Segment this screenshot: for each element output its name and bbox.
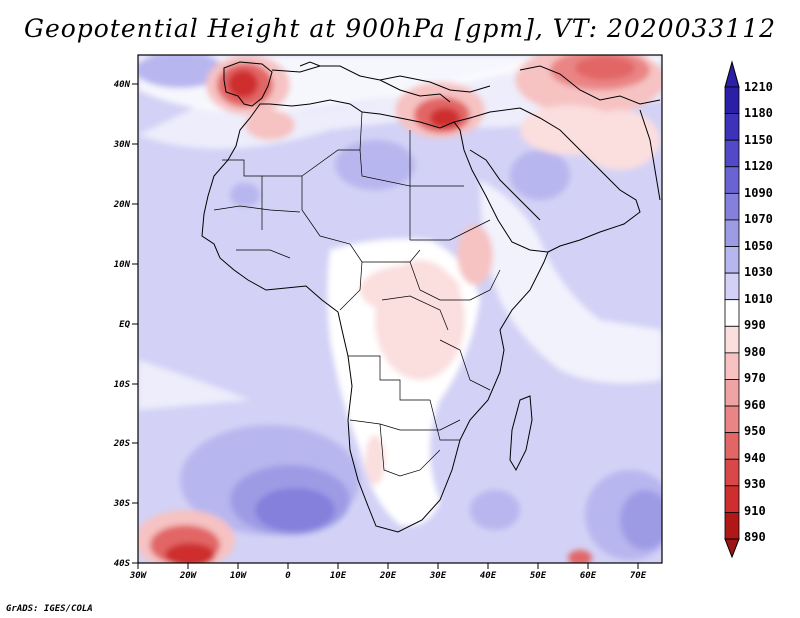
lat-label: 30N [113, 140, 131, 150]
colorbar-label: 930 [744, 477, 766, 491]
colorbar-label: 1010 [744, 292, 773, 306]
lon-label: 10W [230, 571, 248, 581]
colorbar-label: 1070 [744, 212, 773, 226]
map-title: Geopotential Height at 900hPa [gpm], VT:… [23, 14, 777, 43]
latitude-labels: 40N 30N 20N 10N EQ 10S 20S 30S 40S [113, 80, 131, 569]
colorbar-label: 910 [744, 504, 766, 518]
lat-label: 20N [113, 200, 131, 210]
lon-label: 60E [580, 571, 597, 581]
lon-label: 10E [330, 571, 347, 581]
colorbar-label: 960 [744, 398, 766, 412]
colorbar-swatch [724, 379, 740, 407]
colorbar-swatch [724, 352, 740, 380]
colorbar-label: 1180 [744, 106, 773, 120]
colorbar-swatch [724, 325, 740, 354]
colorbar-swatches [724, 86, 740, 540]
colorbar-label: 890 [744, 530, 766, 544]
colorbar-label: 940 [744, 451, 766, 465]
grads-credit: GrADS: IGES/COLA [6, 604, 93, 614]
colorbar-swatch [724, 299, 740, 327]
lon-label: 20E [379, 571, 397, 581]
colorbar-swatch [724, 192, 740, 221]
lat-label: 40S [114, 559, 131, 569]
colorbar-label: 1050 [744, 239, 773, 253]
lon-label: 20W [179, 571, 198, 581]
lon-label: 30E [429, 571, 447, 581]
colorbar-swatch [724, 86, 740, 114]
lon-label: 40E [480, 571, 497, 581]
colorbar-label: 1210 [744, 80, 773, 94]
colorbar-label: 990 [744, 318, 766, 332]
colorbar-swatch [724, 246, 740, 274]
colorbar-swatch [724, 113, 740, 141]
lat-label: EQ [119, 320, 130, 330]
colorbar-top-arrow [724, 60, 740, 88]
lon-label: 0 [285, 571, 291, 581]
map-frame [137, 54, 663, 564]
colorbar-swatch [724, 458, 740, 487]
colorbar-label: 980 [744, 345, 766, 359]
coastlines [201, 61, 661, 533]
colorbar-bottom-arrow [724, 538, 740, 559]
axis-ticks [132, 83, 639, 569]
colorbar-swatch [724, 166, 740, 194]
height-field [138, 55, 662, 563]
lat-label: 10N [114, 260, 131, 270]
colorbar-swatch [724, 485, 740, 513]
colorbar: 1210 1180 1150 1120 1090 1070 1050 1030 … [724, 60, 773, 559]
colorbar-swatch [724, 432, 740, 460]
lat-label: 20S [113, 439, 131, 449]
colorbar-labels: 1210 1180 1150 1120 1090 1070 1050 1030 … [744, 80, 773, 544]
colorbar-label: 970 [744, 371, 766, 385]
colorbar-swatch [724, 512, 740, 540]
lon-label: 50E [530, 571, 547, 581]
colorbar-label: 1090 [744, 186, 773, 200]
lat-label: 10S [114, 380, 131, 390]
lat-label: 40N [114, 80, 131, 90]
colorbar-label: 1120 [744, 159, 773, 173]
colorbar-swatch [724, 219, 740, 247]
colorbar-swatch [724, 405, 740, 434]
lon-label: 30W [129, 571, 148, 581]
longitude-labels: 30W 20W 10W 0 10E 20E 30E 40E 50E 60E 70… [129, 571, 647, 581]
colorbar-swatch [724, 139, 740, 168]
lat-label: 30S [113, 499, 131, 509]
colorbar-label: 1030 [744, 265, 773, 279]
colorbar-swatch [724, 272, 740, 301]
country-borders [213, 111, 501, 477]
lon-label: 70E [630, 571, 647, 581]
colorbar-label: 1150 [744, 133, 773, 147]
colorbar-label: 950 [744, 424, 766, 438]
